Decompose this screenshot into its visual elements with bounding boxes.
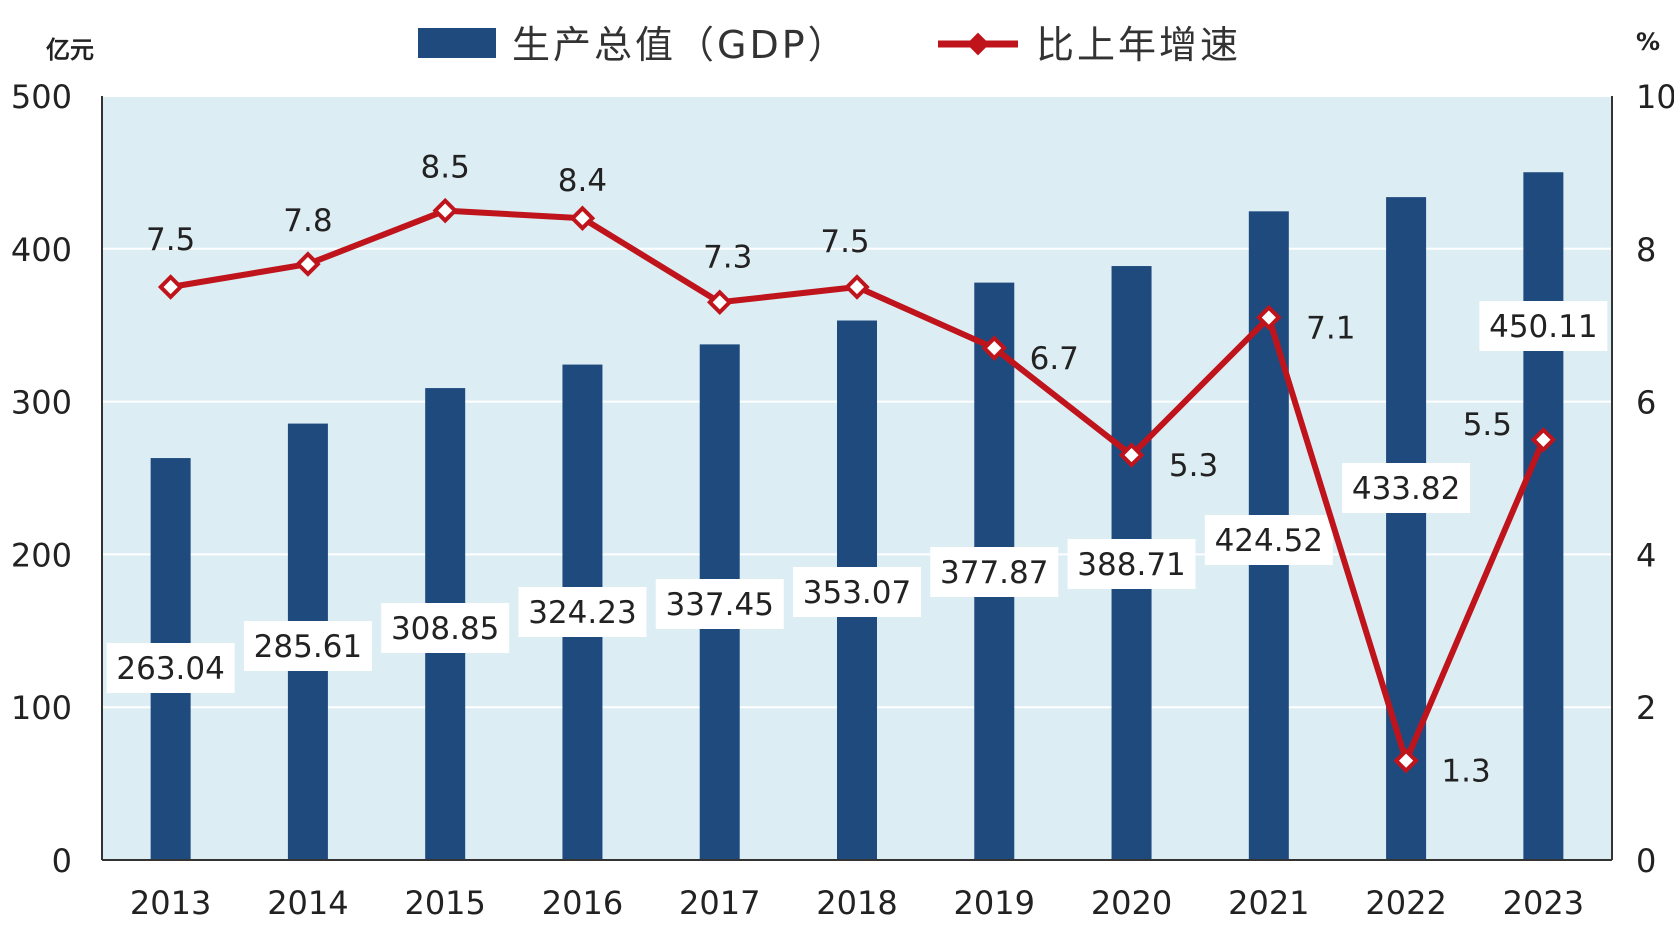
right-tick-label: 2 <box>1636 689 1656 727</box>
x-tick-label: 2015 <box>404 884 485 922</box>
bar-value-box <box>655 579 784 629</box>
bar-value-label: 285.61 <box>243 621 372 671</box>
bar-value-text: 285.61 <box>254 629 362 665</box>
bar-value-label: 324.23 <box>518 587 647 637</box>
bar-value-label: 450.11 <box>1479 301 1608 351</box>
growth-point <box>844 274 870 300</box>
left-tick-label: 400 <box>11 231 72 269</box>
bar-value-text: 377.87 <box>940 555 1048 591</box>
bar-value-box <box>1479 301 1608 351</box>
bar-value-label: 337.45 <box>655 579 784 629</box>
bar-value-text: 337.45 <box>665 587 773 623</box>
right-tick-label: 0 <box>1636 842 1656 880</box>
growth-point <box>432 197 458 224</box>
x-tick-label: 2020 <box>1091 884 1172 922</box>
bar-value-label: 424.52 <box>1204 515 1333 565</box>
point-labels: 7.5 7.8 8.5 8.4 7.3 7.5 6.7 5.3 7.1 1.3 5.5 <box>146 150 1512 790</box>
growth-value-label: 8.5 <box>421 150 470 186</box>
bar-value-box <box>518 587 647 637</box>
axes <box>101 96 1613 861</box>
bar-value-text: 433.82 <box>1352 471 1460 507</box>
growth-point <box>569 205 596 231</box>
right-tick-label: 10 <box>1636 78 1674 116</box>
bar-value-box <box>930 547 1059 597</box>
legend-bar-swatch <box>418 28 496 58</box>
bar-value-text: 353.07 <box>803 575 911 611</box>
growth-value-label: 7.3 <box>703 239 752 275</box>
growth-value-label: 8.4 <box>558 163 607 199</box>
bar-value-label: 308.85 <box>381 603 510 653</box>
bar-value-label: 388.71 <box>1067 539 1196 589</box>
bar-value-text: 424.52 <box>1215 523 1323 559</box>
left-tick-label: 500 <box>11 78 72 116</box>
growth-point <box>981 335 1008 361</box>
bar-value-box <box>1067 539 1196 589</box>
growth-value-label: 7.5 <box>146 222 195 258</box>
x-tick-label: 2021 <box>1228 884 1309 922</box>
growth-point <box>706 289 733 316</box>
x-tick-label: 2014 <box>267 884 348 922</box>
right-tick-label: 6 <box>1636 384 1656 422</box>
bar-value-text: 263.04 <box>116 651 224 687</box>
left-tick-label: 0 <box>52 842 72 880</box>
legend-label-growth: 比上年增速 <box>1036 23 1241 67</box>
legend-label-gdp: 生产总值（GDP） <box>512 23 849 67</box>
legend-marker-icon <box>966 32 990 56</box>
x-tick-label: 2022 <box>1365 884 1446 922</box>
growth-value-label: 7.5 <box>820 224 869 260</box>
growth-point <box>1393 747 1419 774</box>
growth-value-label: 5.5 <box>1463 407 1512 443</box>
growth-point <box>1118 442 1145 468</box>
x-tick-label: 2017 <box>679 884 760 922</box>
right-tick-label: 8 <box>1636 231 1656 269</box>
growth-value-label: 1.3 <box>1441 754 1490 790</box>
growth-point <box>1256 304 1282 331</box>
x-tick-label: 2013 <box>130 884 211 922</box>
bar-2023 <box>1523 172 1564 860</box>
growth-value-label: 6.7 <box>1030 341 1079 377</box>
growth-point <box>157 274 184 300</box>
x-tick-label: 2019 <box>954 884 1035 922</box>
bar-value-box <box>243 621 372 671</box>
bar-value-box <box>1204 515 1333 565</box>
left-tick-label: 200 <box>11 536 72 574</box>
growth-value-label: 5.3 <box>1169 448 1218 484</box>
x-tick-label: 2018 <box>816 884 897 922</box>
bar-labels: 263.04 285.61 308.85 324.23 337.45 353.07 377.… <box>106 301 1608 693</box>
bar-value-box <box>106 643 235 693</box>
x-axis-ticks: 2013 2014 2015 2016 2017 2018 2019 2020 2021 2022… <box>130 884 1584 922</box>
bar-value-text: 388.71 <box>1077 547 1185 583</box>
left-tick-label: 100 <box>11 689 72 727</box>
right-tick-label: 4 <box>1636 536 1656 574</box>
bar-value-text: 324.23 <box>528 595 636 631</box>
bar-value-label: 353.07 <box>793 567 921 617</box>
line-series-growth <box>157 197 1557 774</box>
right-axis-ticks: 0 2 4 6 8 10 <box>1636 78 1674 880</box>
left-tick-label: 300 <box>11 384 72 422</box>
x-tick-label: 2023 <box>1503 884 1584 922</box>
growth-point <box>295 251 321 277</box>
x-tick-label: 2016 <box>542 884 623 922</box>
bar-value-box <box>793 567 921 617</box>
growth-value-label: 7.1 <box>1306 311 1355 347</box>
bar-value-label: 263.04 <box>106 643 235 693</box>
left-axis-unit: 亿元 <box>46 36 94 64</box>
growth-value-label: 7.8 <box>283 203 332 239</box>
bar-value-text: 308.85 <box>391 611 499 647</box>
bar-value-label: 433.82 <box>1342 463 1471 513</box>
bar-value-text: 450.11 <box>1489 309 1597 345</box>
bar-value-label: 377.87 <box>930 547 1059 597</box>
legend: 生产总值（GDP） 比上年增速 <box>418 23 1241 67</box>
growth-point <box>1530 427 1557 453</box>
left-axis-ticks: 0 100 200 300 400 500 <box>11 78 72 880</box>
right-axis-unit: % <box>1636 28 1660 56</box>
bar-value-box <box>381 603 510 653</box>
bar-value-box <box>1342 463 1471 513</box>
